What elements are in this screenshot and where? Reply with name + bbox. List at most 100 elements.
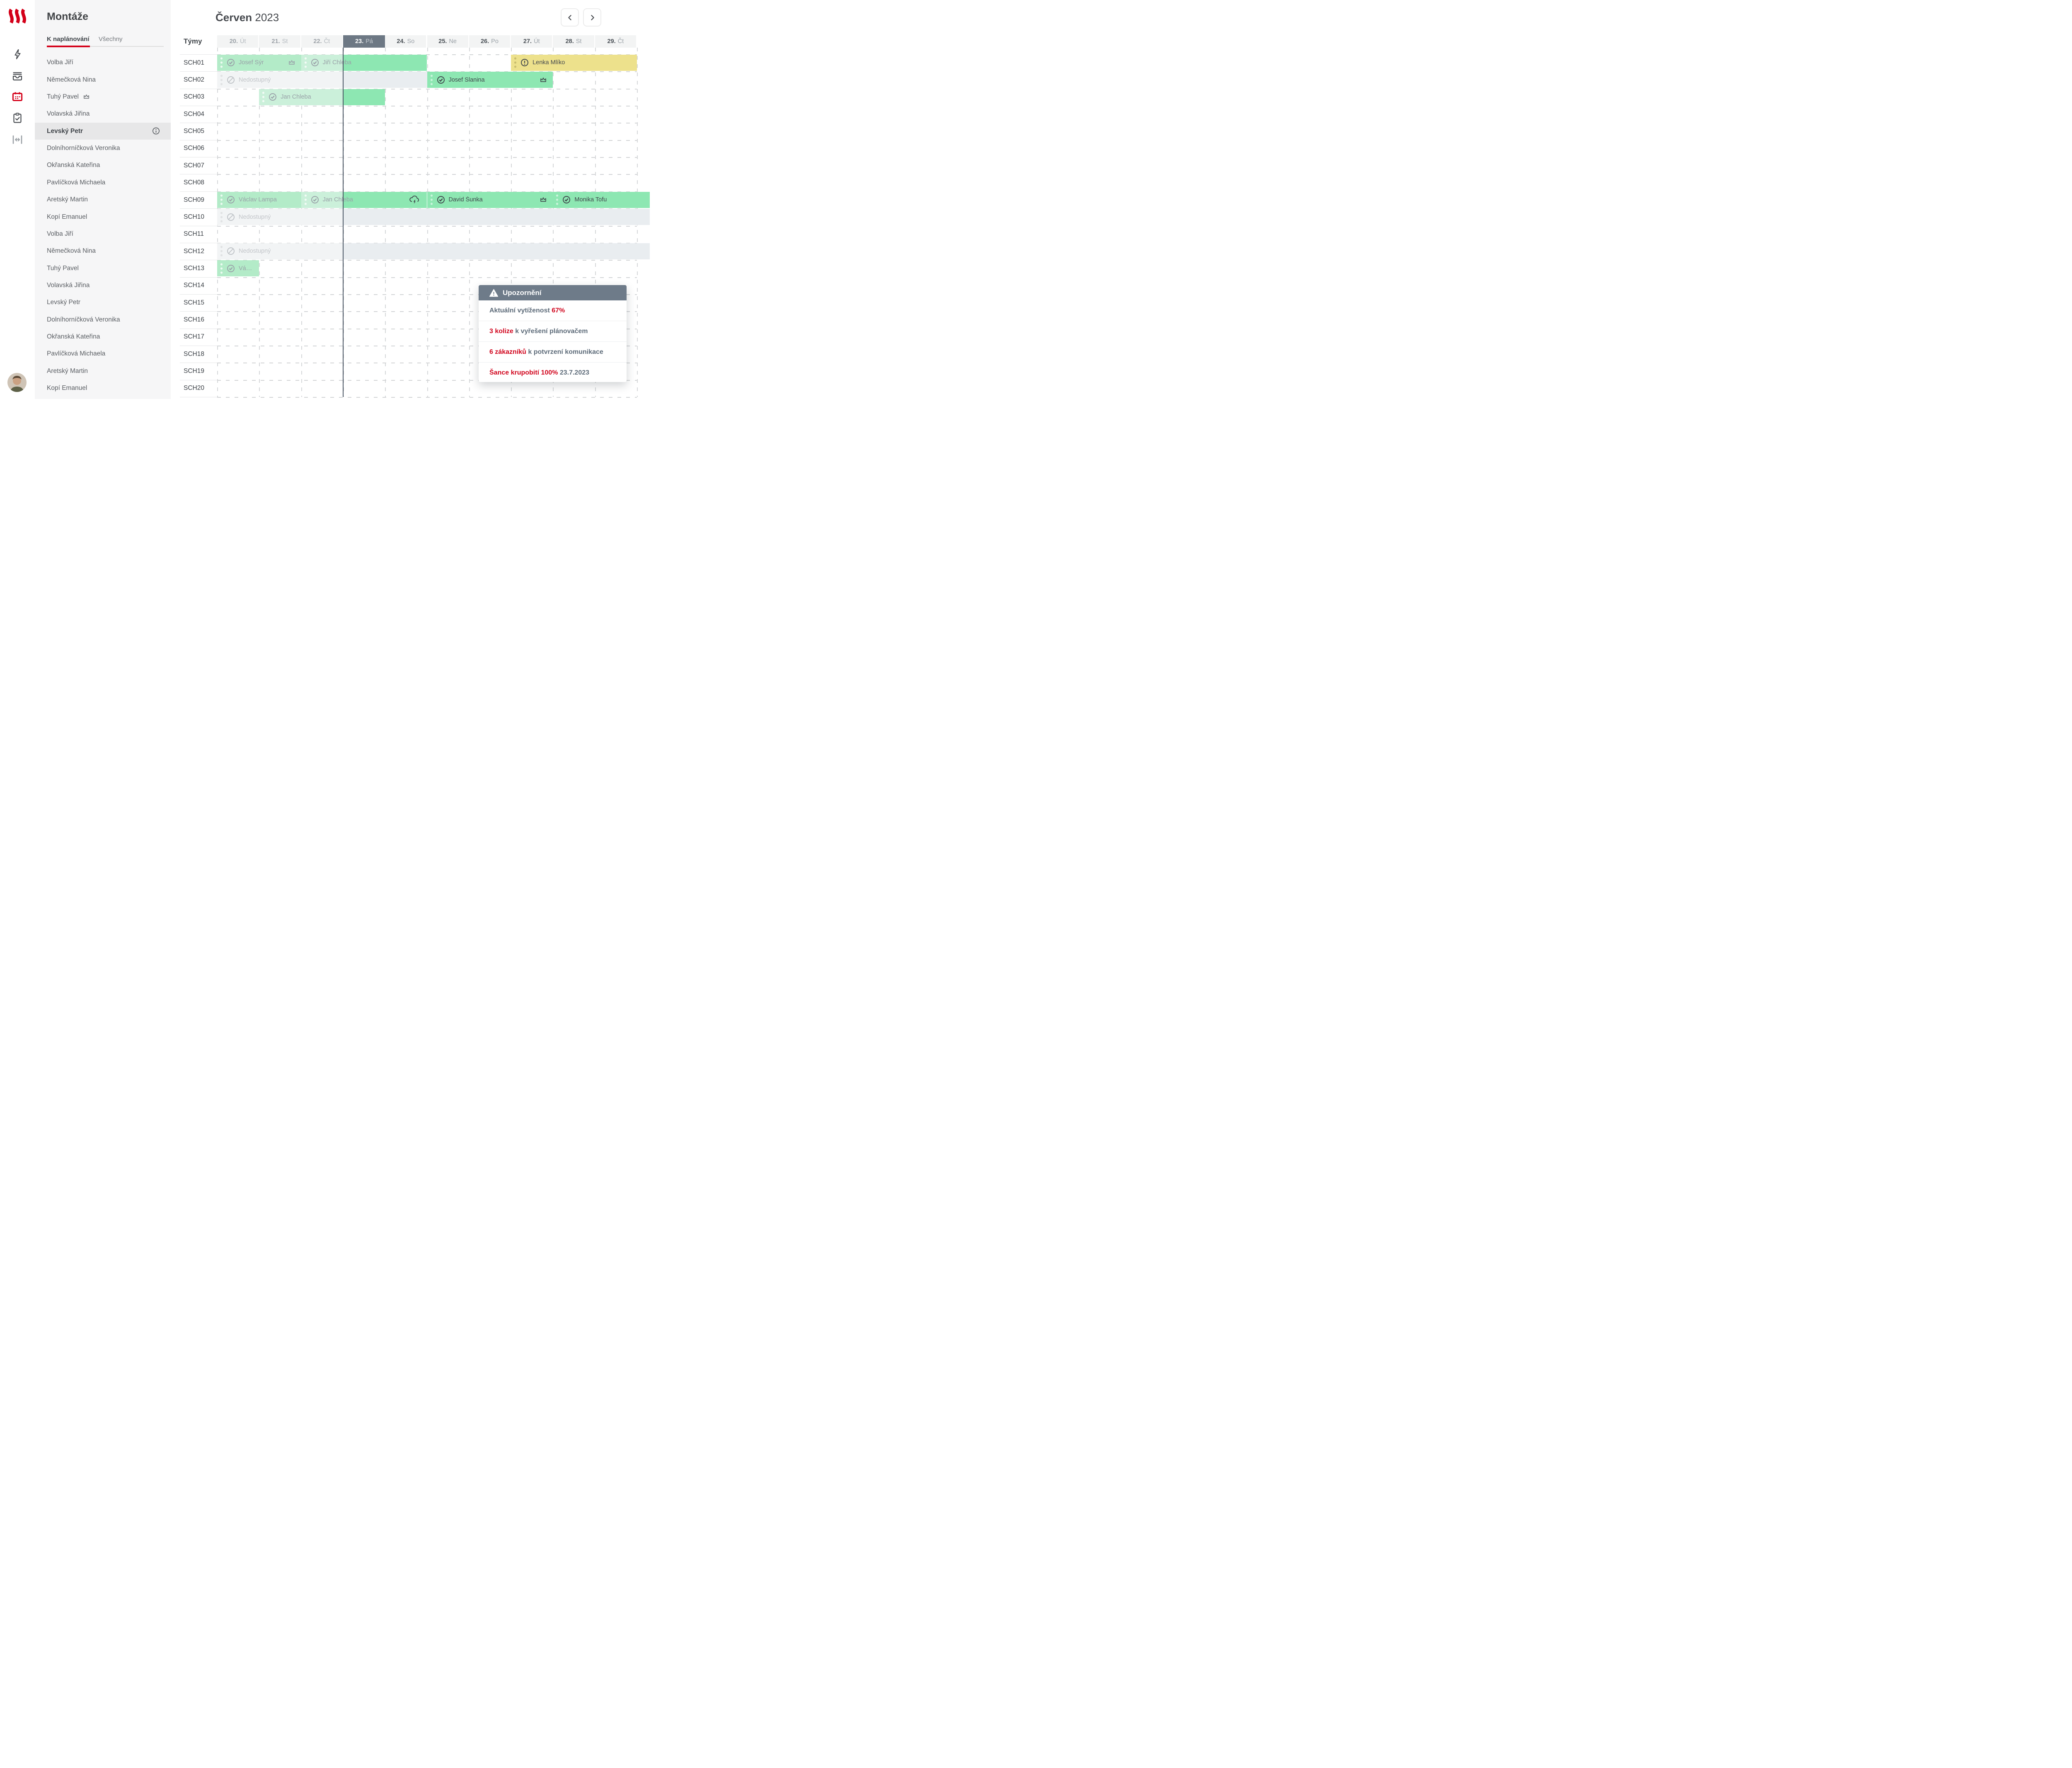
check-circle-icon xyxy=(437,76,445,84)
drag-dots xyxy=(430,74,433,86)
sidebar-item[interactable]: Aretský Martin xyxy=(35,191,171,208)
worker-name: Němečková Nina xyxy=(47,76,96,83)
schedule-bar[interactable]: Nedostupný xyxy=(217,72,427,88)
rail-clipboard-check-icon[interactable] xyxy=(12,113,23,123)
day-number: 25. xyxy=(438,38,447,45)
day-header-20[interactable]: 20. Út xyxy=(217,35,259,48)
day-header-26[interactable]: 26. Po xyxy=(469,35,511,48)
team-row-label: SCH17 xyxy=(184,333,204,341)
schedule-bar[interactable]: Václav Lampa xyxy=(217,191,301,208)
schedule-bar[interactable]: Josef Sýr xyxy=(217,55,301,71)
user-avatar[interactable] xyxy=(7,373,27,392)
schedule-bar[interactable]: Josef Slanina xyxy=(427,72,553,88)
team-row-label: SCH05 xyxy=(184,128,204,135)
alert-row[interactable]: 3 kolize k vyřešení plánovačem xyxy=(479,321,627,341)
day-header-22[interactable]: 22. Čt xyxy=(301,35,343,48)
day-of-week: Út xyxy=(534,38,540,45)
bar-label: Nedostupný xyxy=(239,76,271,83)
schedule-bar[interactable]: Lenka Mlíko xyxy=(511,55,637,71)
row-separator xyxy=(180,191,217,192)
info-icon[interactable] xyxy=(152,127,160,135)
worker-name: Kopí Emanuel xyxy=(47,213,87,220)
alert-circle-icon xyxy=(520,58,529,67)
sidebar-item[interactable]: Aretský Martin xyxy=(35,363,171,380)
prev-month-button[interactable] xyxy=(561,8,579,27)
sidebar-item[interactable]: Dolníhorníčková Veronika xyxy=(35,140,171,157)
sidebar-item[interactable]: Kopí Emanuel xyxy=(35,208,171,225)
alert-text-segment: 6 zákazníků xyxy=(489,348,526,356)
day-of-week: St xyxy=(576,38,582,45)
row-separator xyxy=(180,71,217,72)
sidebar-item[interactable]: Pavlíčková Michaela xyxy=(35,345,171,362)
sidebar-item[interactable]: Volavská Jiřina xyxy=(35,277,171,294)
tab-underline-track xyxy=(90,46,164,47)
sidebar-item[interactable]: Volavská Jiřina xyxy=(35,105,171,122)
sidebar-item[interactable]: Okřanská Kateřina xyxy=(35,157,171,174)
rail-inbox-icon[interactable] xyxy=(12,71,23,82)
sidebar-item[interactable]: Němečková Nina xyxy=(35,71,171,88)
rail-calendar-icon[interactable] xyxy=(12,91,23,102)
day-header-23[interactable]: 23. Pá xyxy=(343,35,385,48)
alert-row[interactable]: 6 zákazníků k potvrzení komunikace xyxy=(479,341,627,362)
schedule-bar[interactable]: Jan Chleba xyxy=(301,191,427,208)
drag-dots xyxy=(430,194,433,206)
day-header-28[interactable]: 28. St xyxy=(553,35,595,48)
schedule-bar[interactable]: Jiří Chleba xyxy=(301,55,427,71)
schedule-bar[interactable]: Vá… xyxy=(217,260,259,277)
tab-k-naplanovani[interactable]: K naplánování xyxy=(47,36,90,43)
alert-text-segment: 23.7.2023 xyxy=(558,369,590,376)
sidebar-item[interactable]: Dolníhorníčková Veronika xyxy=(35,311,171,328)
row-separator xyxy=(217,225,637,227)
bar-label: Nedostupný xyxy=(239,248,271,255)
day-header-21[interactable]: 21. St xyxy=(259,35,301,48)
alert-header: Upozornění xyxy=(479,285,627,300)
team-row-label: SCH16 xyxy=(184,316,204,323)
check-circle-icon xyxy=(311,196,319,204)
blocked-circle-icon xyxy=(227,76,235,84)
schedule-bar[interactable]: Jan Chleba xyxy=(259,89,385,105)
check-circle-icon xyxy=(227,58,235,67)
row-separator xyxy=(217,397,637,398)
alert-row[interactable]: Šance krupobití 100% 23.7.2023 xyxy=(479,362,627,383)
team-row-label: SCH11 xyxy=(184,230,204,238)
row-separator xyxy=(217,157,637,158)
crown-icon xyxy=(539,76,547,84)
rail-flash-icon[interactable] xyxy=(12,49,23,60)
day-header-29[interactable]: 29. Čt xyxy=(595,35,637,48)
month-label: Červen xyxy=(215,11,252,24)
schedule-bar[interactable]: Nedostupný xyxy=(217,243,650,259)
sidebar-item[interactable]: Okřanská Kateřina xyxy=(35,328,171,345)
day-of-week: So xyxy=(407,38,415,45)
alert-title: Upozornění xyxy=(503,288,542,297)
row-separator xyxy=(180,208,217,209)
drag-dots xyxy=(220,263,223,274)
worker-name: Volavská Jiřina xyxy=(47,281,90,289)
day-header-25[interactable]: 25. Ne xyxy=(427,35,469,48)
next-month-button[interactable] xyxy=(583,8,601,27)
day-header-27[interactable]: 27. Út xyxy=(511,35,553,48)
sidebar-item[interactable]: Levský Petr xyxy=(35,122,171,140)
tab-vsechny[interactable]: Všechny xyxy=(99,36,123,43)
sidebar-item[interactable]: Volba Jiří xyxy=(35,54,171,71)
day-header-24[interactable]: 24. So xyxy=(385,35,427,48)
schedule-bar[interactable]: Monika Tofu xyxy=(553,191,650,208)
schedule-bar[interactable]: David Šunka xyxy=(427,191,553,208)
sidebar-item[interactable]: Levský Petr xyxy=(35,294,171,311)
sidebar-item[interactable]: Tuhý Pavel xyxy=(35,88,171,105)
drag-dots xyxy=(304,194,307,206)
sidebar-item[interactable]: Tuhý Pavel xyxy=(35,260,171,277)
worker-name: Tuhý Pavel xyxy=(47,264,79,272)
rail-column-width-icon[interactable] xyxy=(12,134,23,145)
sidebar-item[interactable]: Volba Jiří xyxy=(35,225,171,242)
sidebar-item[interactable]: Kopí Emanuel xyxy=(35,380,171,397)
sidebar-item[interactable]: Pavlíčková Michaela xyxy=(35,174,171,191)
schedule-bar[interactable]: Nedostupný xyxy=(217,209,650,225)
row-separator xyxy=(217,277,637,278)
bar-label: Monika Tofu xyxy=(574,196,607,203)
alert-row[interactable]: Aktuální vytíženost 67% xyxy=(479,300,627,321)
day-number: 26. xyxy=(480,38,489,45)
app-logo[interactable] xyxy=(7,6,28,27)
tab-active-underline xyxy=(47,46,90,47)
check-circle-icon xyxy=(269,93,277,101)
sidebar-item[interactable]: Němečková Nina xyxy=(35,242,171,259)
